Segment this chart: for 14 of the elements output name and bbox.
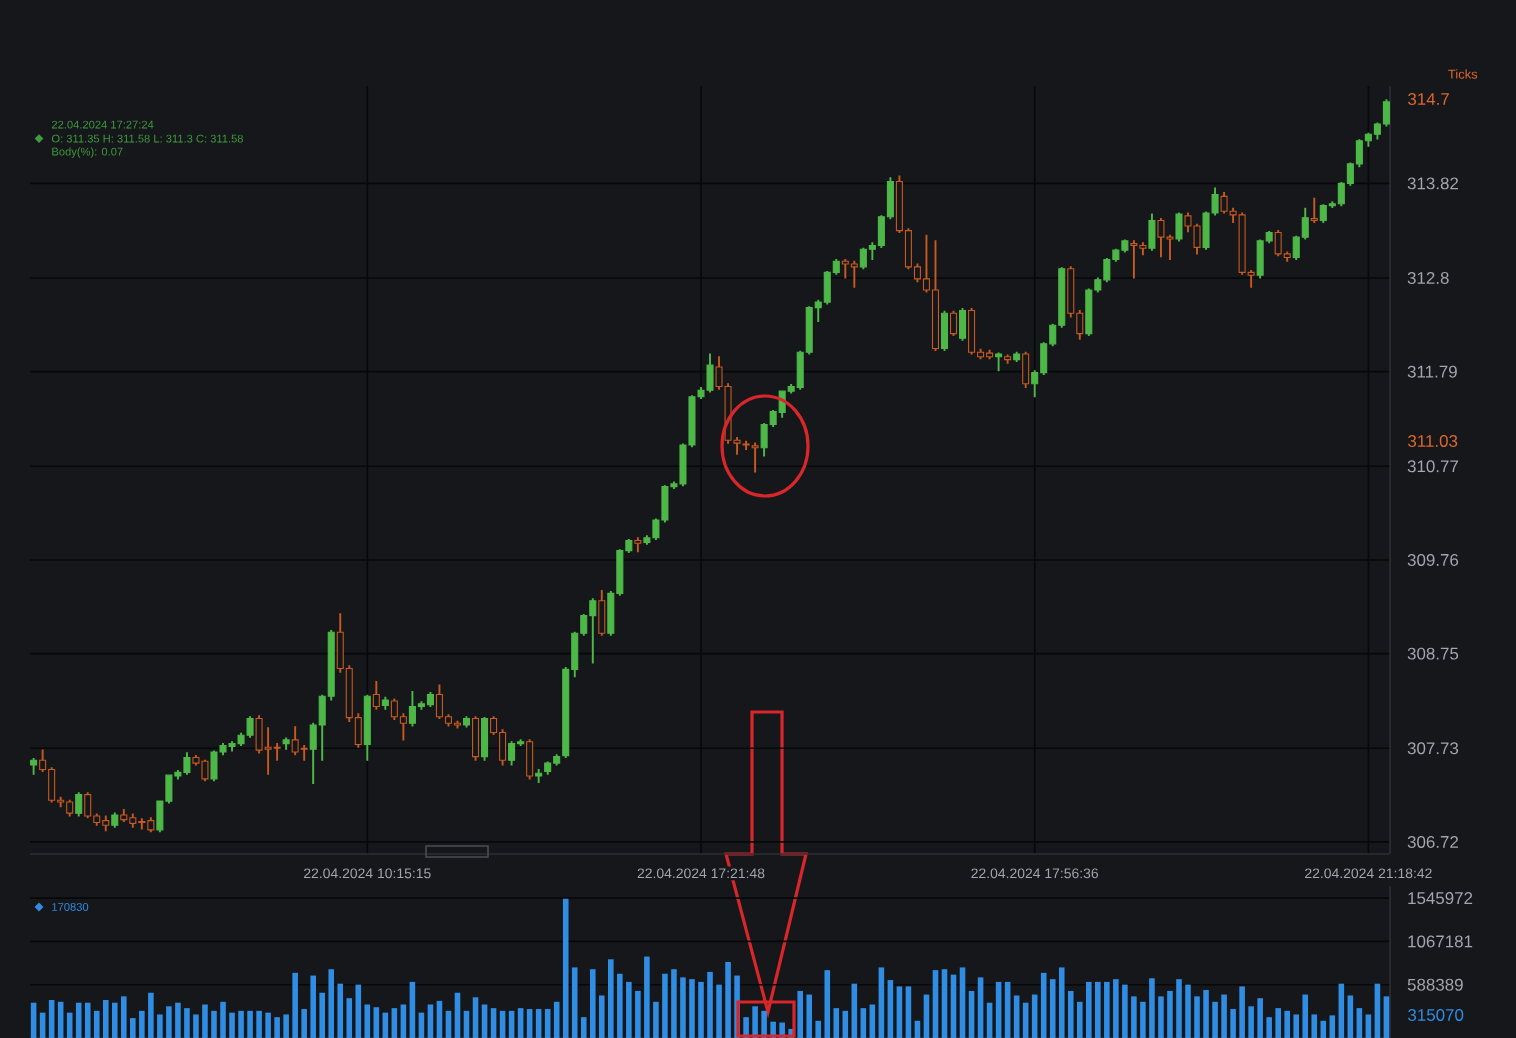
y-tick-label: 306.72 (1407, 835, 1458, 848)
y-tick-label: 313.82 (1407, 177, 1458, 189)
y-tick-label: 311.79 (1407, 365, 1457, 378)
y-tick-label: 307.73 (1407, 741, 1459, 754)
text: 315070 (1408, 1008, 1464, 1021)
y-tick-label: 588389 (1407, 978, 1463, 991)
y-tick-label: 1545972 (1408, 891, 1473, 904)
y-tick-label: 308.75 (1407, 647, 1459, 660)
y-tick-label: 312.8 (1407, 271, 1449, 284)
text: 311.03 (1408, 434, 1458, 447)
text: 314.7 (1408, 92, 1449, 105)
y-tick-label: 310.77 (1407, 459, 1458, 472)
y-tick-label: 1067181 (1408, 935, 1473, 948)
y-tick-label: 309.76 (1407, 553, 1459, 566)
